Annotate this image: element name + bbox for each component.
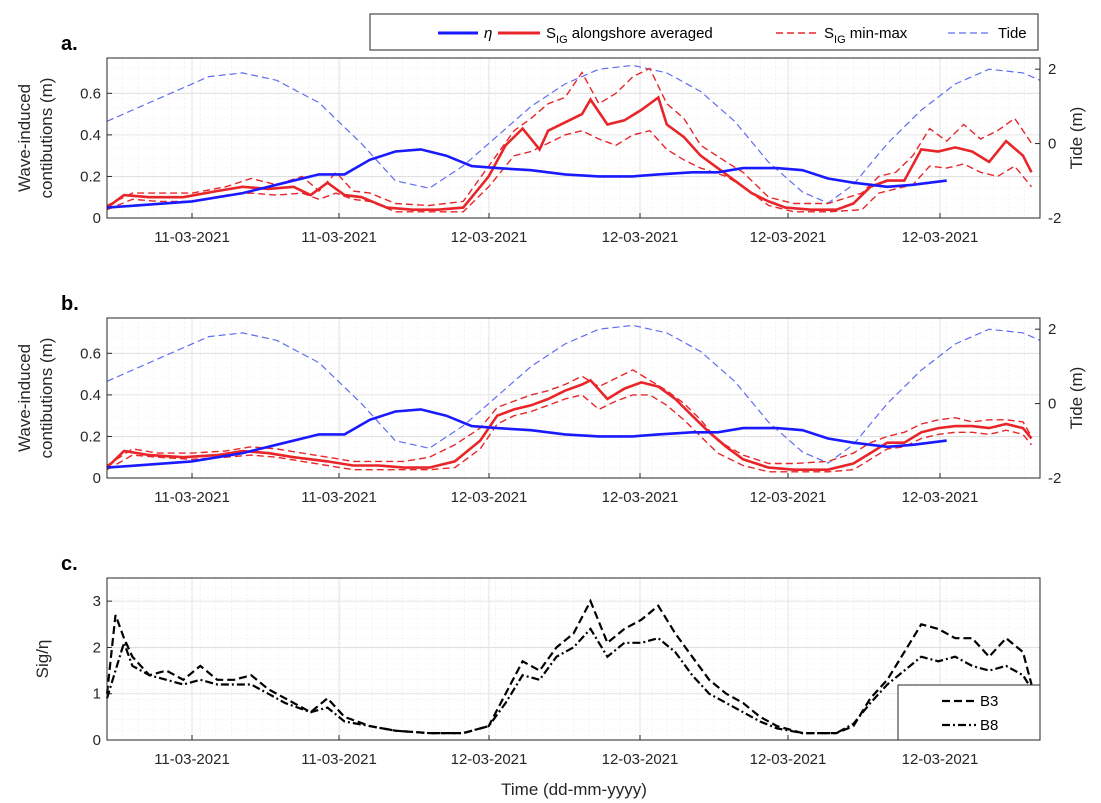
panel-label: c. <box>61 553 78 575</box>
y-axis-label: Sig/η <box>33 640 52 679</box>
x-tick-label: 12-03-2021 <box>902 229 979 246</box>
legend-eta-label: η <box>484 25 492 42</box>
y-tick-label: 0.2 <box>80 168 101 185</box>
panel-3: c. 0 1 2 3 Sig/η 11-03-2021 11-03-2021 12-03-202… <box>33 553 1041 768</box>
tide-line <box>106 64 1041 204</box>
eta-line <box>106 408 947 469</box>
y-tick-label: 3 <box>93 593 101 610</box>
y-tick-label: 2 <box>93 639 101 656</box>
sig-min-line <box>106 129 1033 213</box>
x-tick-label: 11-03-2021 <box>301 751 377 768</box>
x-tick-label: 12-03-2021 <box>750 229 827 246</box>
legend-b3-label: B3 <box>980 693 998 710</box>
y2-axis-label: Tide (m) <box>1067 107 1086 170</box>
y-axis-label-line2: contibutions (m) <box>37 78 56 199</box>
b3-line <box>105 598 1033 735</box>
eta-line <box>106 148 947 209</box>
y-axis-label: Wave-induced <box>15 84 34 192</box>
y-tick-label: 0.6 <box>80 85 101 102</box>
y-tick-label: 1 <box>93 686 101 703</box>
y2-tick-label: -2 <box>1048 210 1061 227</box>
y-tick-label: 0 <box>93 470 101 487</box>
y-tick-label: 0 <box>93 210 101 227</box>
x-tick-label: 11-03-2021 <box>301 489 377 506</box>
y2-tick-label: 0 <box>1048 396 1056 413</box>
legend-tide-label: Tide <box>998 25 1027 42</box>
x-tick-label: 11-03-2021 <box>154 229 230 246</box>
y2-tick-label: 2 <box>1048 61 1056 78</box>
y-tick-label: 0.4 <box>80 127 101 144</box>
y-tick-label: 0 <box>93 732 101 749</box>
x-tick-label: 12-03-2021 <box>451 229 528 246</box>
legend-sig-avg-label: SIG alongshore averaged <box>546 25 713 46</box>
y-axis-label-line2: contibutions (m) <box>37 338 56 459</box>
x-tick-label: 12-03-2021 <box>750 489 827 506</box>
x-tick-label: 12-03-2021 <box>451 489 528 506</box>
x-tick-label: 11-03-2021 <box>301 229 377 246</box>
x-tick-label: 12-03-2021 <box>451 751 528 768</box>
x-tick-label: 11-03-2021 <box>154 751 230 768</box>
sig-max-line <box>106 67 1033 207</box>
x-tick-label: 12-03-2021 <box>602 489 679 506</box>
x-tick-label: 12-03-2021 <box>602 229 679 246</box>
b8-line <box>105 627 1033 735</box>
x-axis-label: Time (dd-mm-yyyy) <box>501 780 647 799</box>
x-tick-label: 12-03-2021 <box>902 489 979 506</box>
legend-b8-label: B8 <box>980 717 998 734</box>
x-tick-label: 12-03-2021 <box>902 751 979 768</box>
legend-sig-minmax-label: SIG min-max <box>824 25 908 46</box>
y-tick-label: 0.2 <box>80 428 101 445</box>
x-tick-label: 11-03-2021 <box>154 489 230 506</box>
y2-tick-label: 0 <box>1048 136 1056 153</box>
panel-2: b. 0 0.2 0.4 0.6 Wave-induced contibutions (m)… <box>15 293 1086 506</box>
sig-avg-line <box>106 378 1033 471</box>
y2-axis-label: Tide (m) <box>1067 367 1086 430</box>
tide-line <box>106 324 1041 464</box>
x-tick-label: 12-03-2021 <box>750 751 827 768</box>
sig-avg-line <box>106 95 1033 211</box>
y-axis-label: Wave-induced <box>15 344 34 452</box>
y-tick-label: 0.4 <box>80 387 101 404</box>
panel-1: a. 0 0.2 0.4 0.6 Wave-induced contibutions (m)… <box>15 33 1086 246</box>
y-tick-label: 0.6 <box>80 345 101 362</box>
x-tick-label: 12-03-2021 <box>602 751 679 768</box>
y2-tick-label: -2 <box>1048 470 1061 487</box>
y2-tick-label: 2 <box>1048 321 1056 338</box>
panel-label: b. <box>61 293 79 315</box>
panel-label: a. <box>61 33 78 55</box>
sig-max-line <box>106 369 1033 467</box>
legend-top: η SIG alongshore averaged SIG min-max Ti… <box>369 13 1039 51</box>
